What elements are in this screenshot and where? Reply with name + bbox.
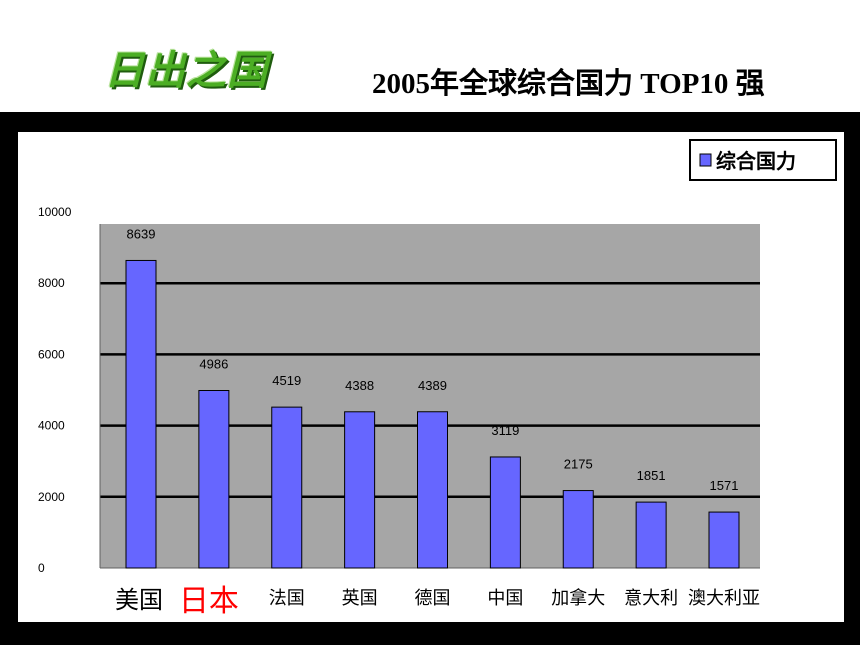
bar-chart: 10000 8000 6000 4000 2000 0 8639 4986 4519 4388 43… — [38, 139, 837, 575]
data-label: 3119 — [491, 423, 519, 438]
data-label: 2175 — [564, 457, 593, 472]
data-label: 4389 — [418, 378, 447, 393]
bar — [198, 389, 230, 569]
y-tick-label: 0 — [38, 561, 45, 575]
data-label: 4388 — [345, 378, 374, 393]
y-tick-label: 8000 — [38, 276, 65, 290]
y-tick-label: 2000 — [38, 490, 65, 504]
bar — [562, 490, 594, 569]
bar — [635, 501, 667, 569]
bar — [271, 406, 303, 569]
y-tick-label: 6000 — [38, 347, 65, 361]
slide-title: 2005年全球综合国力 TOP10 强 — [372, 68, 765, 100]
bar — [344, 411, 376, 569]
bar — [417, 411, 448, 569]
bar — [708, 511, 740, 569]
chart-panel: 10000 8000 6000 4000 2000 0 8639 4986 4519 4388 43… — [18, 132, 844, 622]
bar — [125, 259, 157, 569]
data-label: 4986 — [199, 356, 228, 371]
legend-label: 综合国力 — [716, 149, 796, 173]
bar — [489, 456, 521, 569]
data-label: 8639 — [127, 226, 156, 241]
data-label: 1571 — [710, 478, 739, 493]
data-label: 1851 — [637, 468, 666, 483]
logo-text: 日出之国 — [104, 48, 268, 94]
y-tick-label: 4000 — [38, 419, 65, 433]
data-label: 4519 — [272, 373, 301, 388]
legend-box — [689, 139, 837, 181]
y-tick-label: 10000 — [38, 205, 72, 219]
legend-swatch — [699, 153, 712, 167]
